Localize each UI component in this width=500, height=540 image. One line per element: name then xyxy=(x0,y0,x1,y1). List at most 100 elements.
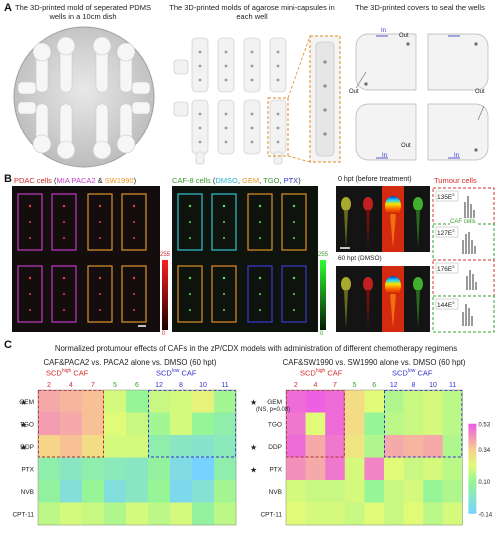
heatmap-cell xyxy=(325,435,346,458)
heatmap-row-label: TGO xyxy=(20,421,34,428)
heatmap-cell xyxy=(148,480,171,503)
heatmap-cell xyxy=(104,480,127,503)
heatmap-cell xyxy=(286,480,306,503)
heatmap-cell xyxy=(148,412,171,436)
heatmap-cell xyxy=(286,435,306,458)
ns-note: (NS, p=0.08) xyxy=(256,407,291,413)
heatmap-cell xyxy=(423,390,444,413)
heatmap-cell xyxy=(126,412,149,436)
heatmap-cell xyxy=(344,390,365,413)
heatmap-cell xyxy=(364,390,385,413)
colorbar-tick-label: 0.34 xyxy=(478,448,490,454)
heatmap-cell xyxy=(325,480,346,503)
heatmap-cell xyxy=(384,502,404,526)
heatmap-cell xyxy=(126,457,149,481)
heatmap-column-label: 7 xyxy=(333,382,337,389)
panel-c-title: Normalized protumour effects of CAFs in … xyxy=(54,344,458,353)
pdac-scale-min: 0 xyxy=(162,331,166,337)
heatmap-cell xyxy=(214,480,237,503)
heatmap-cell xyxy=(60,502,83,526)
heatmap-cell xyxy=(305,480,326,503)
heatmap-cell xyxy=(403,502,424,526)
heatmap-cell xyxy=(403,457,424,481)
heatmap-cell xyxy=(325,502,346,526)
heatmap-cell xyxy=(442,412,463,436)
heatmap-row-label: GEM xyxy=(19,399,34,406)
heatmap-cell xyxy=(126,435,149,458)
heatmap-cell xyxy=(192,412,215,436)
heatmap-cell xyxy=(192,390,215,413)
heatmap-cell xyxy=(170,457,193,481)
heatmap-cell xyxy=(403,435,424,458)
significance-star: ★ xyxy=(250,465,257,474)
heatmap-cell xyxy=(442,480,463,503)
heatmap-cell xyxy=(104,457,127,481)
right-heatmap: 2 4 7 5 6 12 8 10 11 GEM ★ TGO DDP ★ PTX ★ NVB CPT-11 0.53… xyxy=(250,382,493,526)
heatmap-cell xyxy=(192,435,215,458)
sixty-hpt-label: 60 hpt (DMSO) xyxy=(336,255,384,262)
caf-label: CAF-8 cells xyxy=(172,176,211,185)
heatmap-cell xyxy=(192,502,215,526)
heatmap-cell xyxy=(38,457,61,481)
heatmap-cell xyxy=(286,390,306,413)
heatmap-cell xyxy=(442,502,463,526)
histogram-frames xyxy=(432,187,495,333)
heatmap-cell xyxy=(170,502,193,526)
cover-out-label-2: Out xyxy=(349,89,359,95)
heatmap-cell xyxy=(364,480,385,503)
caf-intensity-scale xyxy=(320,260,326,330)
covers-illustration xyxy=(355,33,489,161)
heatmap-cell xyxy=(305,390,326,413)
heatmap-cell xyxy=(403,480,424,503)
heatmap-cell xyxy=(60,480,83,503)
heatmap-cell xyxy=(214,457,237,481)
heatmap-cell xyxy=(286,457,306,481)
caf-cells-label: CAF cells xyxy=(450,219,476,225)
panel-label-a: A xyxy=(4,2,12,14)
heatmap-column-label: 5 xyxy=(113,382,117,389)
heatmap-cell xyxy=(423,502,444,526)
panel-b-mid-title: CAF-8 cells (DMSO, GEM, TGO, PTX) xyxy=(172,176,301,185)
cover-out-label-1: Out xyxy=(399,33,409,39)
heatmap-column-label: 6 xyxy=(372,382,376,389)
heatmap-row-label: DDP xyxy=(20,444,34,451)
pdac-intensity-scale xyxy=(162,260,168,330)
caf-scale-min: 0 xyxy=(320,331,324,337)
heatmap-cell xyxy=(82,390,105,413)
panel-label-b: B xyxy=(4,173,12,185)
heatmap-cell xyxy=(442,435,463,458)
heatmap-cell xyxy=(38,480,61,503)
hist-value-1: 135E3 xyxy=(437,192,455,202)
heatmap-column-label: 12 xyxy=(390,382,398,389)
right-heatmap-subtitle: CAF&SW1990 vs. SW1990 alone vs. DMSO (60… xyxy=(282,358,466,367)
heatmap-cell xyxy=(384,412,404,436)
heatmap-cell xyxy=(82,457,105,481)
heatmap-cell xyxy=(192,480,215,503)
histogram-column: 135E3 127E3 176E3 144E3 CAF cells xyxy=(432,184,496,334)
heatmap-cell xyxy=(325,457,346,481)
heatmap-cell xyxy=(82,412,105,436)
left-heatmap-subtitle: CAF&PACA2 vs. PACA2 alone vs. DMSO (60 h… xyxy=(43,358,217,367)
significance-star: ★ xyxy=(20,420,27,429)
pdac-label: PDAC cells xyxy=(14,176,52,185)
heatmap-row-label: NVB xyxy=(21,489,34,496)
dmso-label: DMSO xyxy=(215,176,238,185)
hist-value-2: 127E3 xyxy=(437,228,455,238)
caption-covers: The 3D-printed covers to seal the wells xyxy=(355,3,485,12)
left-scd-low-label: SCDlow CAF xyxy=(156,368,197,378)
cover-in-label-2: In xyxy=(382,153,388,159)
significance-star: ★ xyxy=(250,398,257,407)
heatmap-cell xyxy=(170,480,193,503)
heatmap-cell xyxy=(82,435,105,458)
heatmap-cell xyxy=(344,480,365,503)
heatmap-cell xyxy=(170,390,193,413)
heatmap-cell xyxy=(364,412,385,436)
heatmap-row-label: PTX xyxy=(269,466,282,473)
heatmap-cell xyxy=(82,502,105,526)
heatmap-cell xyxy=(60,435,83,458)
heatmap-cell xyxy=(364,457,385,481)
right-scd-high-label: SCDhigh CAF xyxy=(300,368,343,378)
heatmap-column-label: 11 xyxy=(221,382,228,389)
sw-label: SW1990 xyxy=(104,176,134,185)
